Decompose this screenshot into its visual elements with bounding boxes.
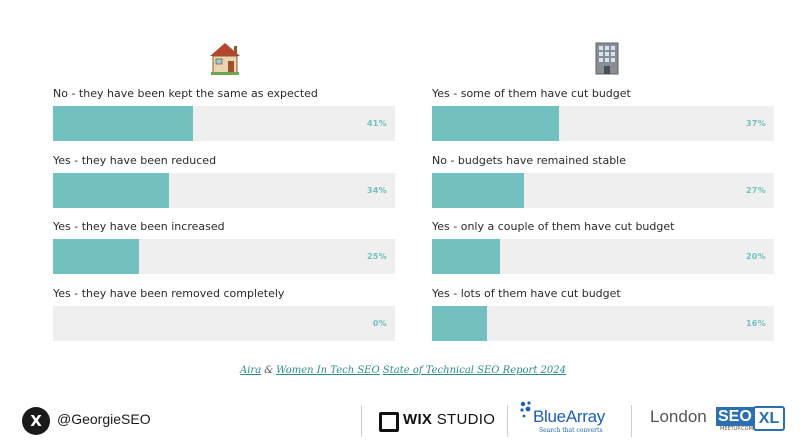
footer-divider — [507, 405, 508, 437]
bar-track: 20% — [432, 239, 774, 274]
bar-track: 0% — [53, 305, 395, 341]
twitter-handle: @GeorgieSEO — [57, 411, 151, 427]
bar — [432, 106, 559, 141]
bluearray-tagline: Search that converts — [539, 427, 603, 434]
wix-studio-wordmark: WIX STUDIO — [403, 411, 495, 428]
bar-row: Yes - they have been reduced 34% — [53, 154, 399, 214]
value-label: 37% — [745, 119, 766, 128]
category-label: No - budgets have remained stable — [432, 153, 627, 167]
bar-track: 41% — [53, 106, 395, 141]
xl-badge: XL — [753, 406, 785, 431]
category-label: Yes - only a couple of them have cut bud… — [432, 220, 675, 233]
value-label: 34% — [366, 185, 387, 195]
value-label: 27% — [745, 185, 766, 195]
london-word: London — [650, 407, 707, 426]
footer-divider — [631, 405, 632, 437]
bar — [432, 172, 525, 208]
bar-row: Yes - lots of them have cut budget 16% — [432, 287, 778, 347]
category-label: Yes - they have been removed completely — [53, 286, 285, 300]
bar — [53, 239, 139, 274]
bar-row: No - budgets have remained stable 27% — [432, 154, 778, 214]
bar-track: 25% — [53, 239, 395, 274]
value-label: 25% — [366, 252, 387, 261]
bar-row: Yes - they have been removed completely 0… — [53, 287, 399, 347]
bar — [432, 239, 501, 274]
bar — [432, 305, 487, 341]
source-link-women-in-tech-seo[interactable]: Women In Tech SEO — [276, 365, 380, 376]
seo-box: SEO — [716, 407, 754, 426]
category-label: Yes - they have been reduced — [53, 153, 217, 167]
category-label: Yes - lots of them have cut budget — [432, 286, 621, 300]
bluearray-logo: BlueArray Search that converts — [519, 400, 619, 440]
bar-row: No - they have been kept the same as exp… — [53, 87, 399, 147]
source-link-aira[interactable]: Aira — [240, 365, 262, 376]
footer-divider — [361, 405, 362, 437]
meetup-sub: MEETUP.COM — [720, 426, 753, 432]
bar-row: Yes - they have been increased 25% — [53, 220, 399, 280]
category-label: Yes - some of them have cut budget — [432, 87, 631, 100]
source-citation: Aira & Women In Tech SEO State of Technica… — [0, 365, 806, 376]
category-label: Yes - they have been increased — [53, 220, 225, 233]
bar-track: 16% — [432, 305, 774, 341]
x-logo-icon: X — [22, 407, 50, 435]
value-label: 41% — [366, 119, 387, 128]
value-label: 20% — [745, 252, 766, 261]
bar-track: 27% — [432, 172, 774, 208]
value-label: 0% — [372, 318, 387, 328]
value-label: 16% — [745, 318, 766, 328]
office-building-icon — [595, 42, 619, 75]
bar — [53, 106, 194, 141]
bar-row: Yes - only a couple of them have cut bud… — [432, 220, 778, 280]
bar-row: Yes - some of them have cut budget 37% — [432, 87, 778, 147]
footer: X @GeorgieSEO WIX STUDIO BlueArray Searc… — [0, 398, 806, 444]
bluearray-wordmark: BlueArray — [533, 407, 605, 426]
source-link-report[interactable]: State of Technical SEO Report 2024 — [382, 365, 566, 376]
category-label: No - they have been kept the same as exp… — [53, 87, 318, 100]
studio-word: STUDIO — [436, 411, 496, 428]
house-icon — [210, 43, 240, 75]
bar — [53, 172, 170, 208]
bar-track: 37% — [432, 106, 774, 141]
bluearray-dots-icon — [520, 401, 531, 418]
wix-word: WIX — [403, 411, 433, 428]
bar-track: 34% — [53, 172, 395, 208]
source-ampersand: & — [264, 365, 274, 376]
wix-square-icon — [379, 412, 399, 432]
